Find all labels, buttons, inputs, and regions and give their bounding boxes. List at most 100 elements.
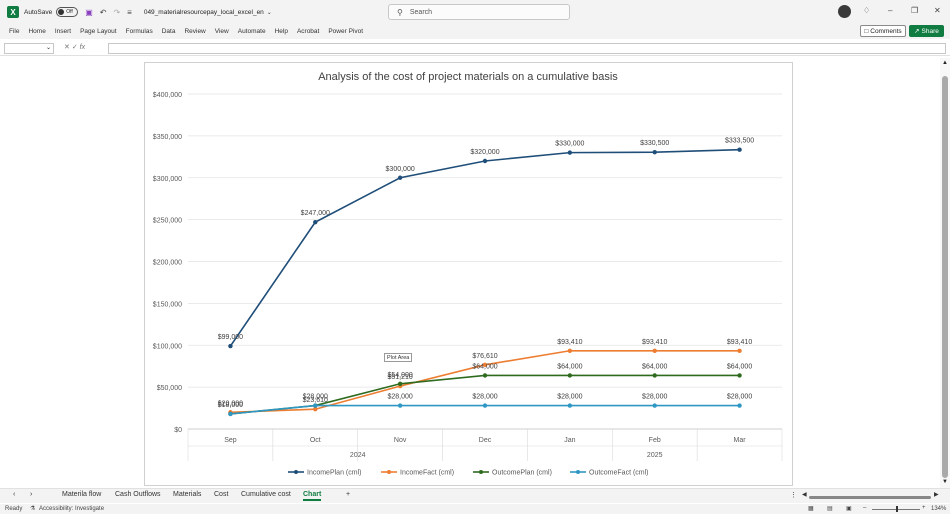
enter-icon[interactable]: ✓ — [71, 44, 78, 51]
tab-cash-outflows[interactable]: Cash Outflows — [115, 491, 161, 498]
menu-automate[interactable]: Automate — [237, 28, 266, 35]
cancel-icon[interactable]: ✕ — [64, 44, 70, 51]
accessibility-icon[interactable]: ⚗ — [30, 506, 36, 512]
tab-cumulative-cost[interactable]: Cumulative cost — [241, 491, 291, 498]
ribbon-menu: File Home Insert Page Layout Formulas Da… — [0, 24, 950, 39]
data-point[interactable] — [567, 150, 573, 155]
menu-insert[interactable]: Insert — [54, 28, 72, 35]
normal-view-icon[interactable]: ▦ — [808, 506, 814, 512]
page-break-view-icon[interactable]: ▣ — [846, 506, 852, 512]
copilot-diamond-icon[interactable]: ♢ — [863, 6, 871, 15]
page-layout-view-icon[interactable]: ▤ — [827, 506, 833, 512]
y-tick-label: $150,000 — [153, 301, 182, 308]
menu-help[interactable]: Help — [274, 28, 288, 35]
data-point[interactable] — [313, 403, 318, 408]
data-point[interactable] — [567, 373, 573, 378]
data-point[interactable] — [737, 403, 742, 408]
data-point[interactable] — [652, 403, 657, 408]
scroll-up-icon[interactable]: ▲ — [942, 60, 948, 66]
data-point[interactable] — [313, 407, 318, 412]
tab-materila-flow[interactable]: Materila flow — [62, 491, 102, 498]
legend-entry[interactable]: IncomePlan (cml) — [307, 470, 361, 477]
zoom-slider-thumb[interactable] — [896, 506, 898, 512]
zoom-in-icon[interactable]: + — [922, 505, 926, 511]
save-icon[interactable]: ▣ — [85, 7, 93, 17]
autosave-toggle[interactable]: Off — [56, 7, 79, 17]
menu-data[interactable]: Data — [161, 28, 176, 35]
add-sheet-icon[interactable]: + — [346, 491, 351, 498]
vertical-scroll-thumb[interactable] — [942, 76, 948, 478]
horizontal-scroll-thumb[interactable] — [809, 496, 931, 499]
search-box[interactable]: ⚲ Search — [388, 4, 570, 20]
hscroll-right-icon[interactable]: ▶ — [934, 492, 939, 498]
data-point[interactable] — [652, 373, 657, 378]
data-point[interactable] — [397, 175, 403, 180]
tab-scroll-left-icon[interactable]: ‹ — [13, 491, 16, 498]
data-label: $23,610 — [303, 397, 328, 404]
zoom-level[interactable]: 134% — [931, 506, 947, 512]
autosave-state: Off — [66, 9, 73, 15]
hscroll-left-icon[interactable]: ◀ — [802, 492, 807, 498]
menu-view[interactable]: View — [214, 28, 229, 35]
legend-entry[interactable]: OutcomeFact (cml) — [589, 470, 649, 477]
chevron-down-icon[interactable]: ⌄ — [266, 9, 272, 16]
minimize-icon[interactable]: – — [888, 6, 893, 15]
name-box[interactable]: ⌄ — [4, 43, 54, 54]
data-point[interactable] — [652, 348, 657, 353]
tab-materials[interactable]: Materials — [173, 491, 202, 498]
data-label: $64,000 — [472, 363, 497, 370]
fx-icon[interactable]: fx — [79, 44, 86, 51]
data-point[interactable] — [737, 373, 742, 378]
data-point[interactable] — [737, 147, 742, 152]
chart-title[interactable]: Analysis of the cost of project material… — [318, 71, 618, 83]
avatar[interactable] — [838, 5, 851, 18]
legend-entry[interactable]: IncomeFact (cml) — [400, 470, 454, 477]
search-icon: ⚲ — [397, 7, 403, 17]
restore-icon[interactable]: ❐ — [911, 6, 919, 15]
data-point[interactable] — [228, 411, 233, 417]
scroll-down-icon[interactable]: ▼ — [942, 479, 948, 485]
data-point[interactable] — [313, 219, 318, 225]
close-icon[interactable]: ✕ — [934, 6, 941, 15]
data-point[interactable] — [567, 403, 573, 408]
data-point[interactable] — [482, 373, 488, 378]
series-line[interactable] — [229, 148, 740, 347]
tab-scroll-right-icon[interactable]: › — [30, 491, 33, 498]
data-point[interactable] — [228, 343, 233, 349]
zoom-out-icon[interactable]: – — [863, 505, 867, 511]
data-point[interactable] — [567, 348, 573, 353]
accessibility-status[interactable]: Accessibility: Investigate — [39, 506, 105, 512]
data-label: $64,000 — [557, 363, 582, 370]
menu-formulas[interactable]: Formulas — [125, 28, 153, 35]
data-point[interactable] — [737, 348, 742, 353]
share-button[interactable]: ↗ Share — [909, 25, 944, 37]
data-point[interactable] — [482, 362, 488, 368]
document-title[interactable]: 049_materialresourcepay_local_excel_en — [143, 8, 264, 16]
menu-acrobat[interactable]: Acrobat — [296, 28, 320, 35]
data-point[interactable] — [482, 403, 488, 408]
customize-toolbar-icon[interactable]: ≡ — [127, 7, 132, 17]
tab-chart[interactable]: Chart — [303, 491, 322, 501]
undo-icon[interactable]: ↶ — [99, 7, 107, 17]
formula-input[interactable] — [108, 43, 946, 54]
data-point[interactable] — [482, 158, 488, 164]
data-point[interactable] — [397, 381, 403, 386]
data-point[interactable] — [652, 150, 657, 155]
menu-file[interactable]: File — [9, 28, 20, 35]
menu-power-pivot[interactable]: Power Pivot — [328, 28, 364, 35]
data-label: $247,000 — [301, 210, 330, 217]
tab-cost[interactable]: Cost — [214, 491, 229, 498]
more-options-icon[interactable]: ⋮ — [790, 492, 797, 499]
menu-home[interactable]: Home — [28, 28, 46, 35]
chart-object[interactable] — [144, 62, 793, 486]
comments-button[interactable]: □ Comments — [860, 25, 906, 37]
redo-icon[interactable]: ↷ — [113, 7, 121, 17]
vertical-scrollbar[interactable]: ▲ ▼ — [940, 58, 950, 488]
x-tick-label: Nov — [394, 437, 407, 444]
legend-entry[interactable]: OutcomePlan (cml) — [492, 470, 552, 477]
data-point[interactable] — [397, 403, 403, 408]
menu-page-layout[interactable]: Page Layout — [80, 28, 117, 35]
autosave-label: AutoSave — [24, 8, 53, 16]
menu-review[interactable]: Review — [184, 28, 206, 35]
